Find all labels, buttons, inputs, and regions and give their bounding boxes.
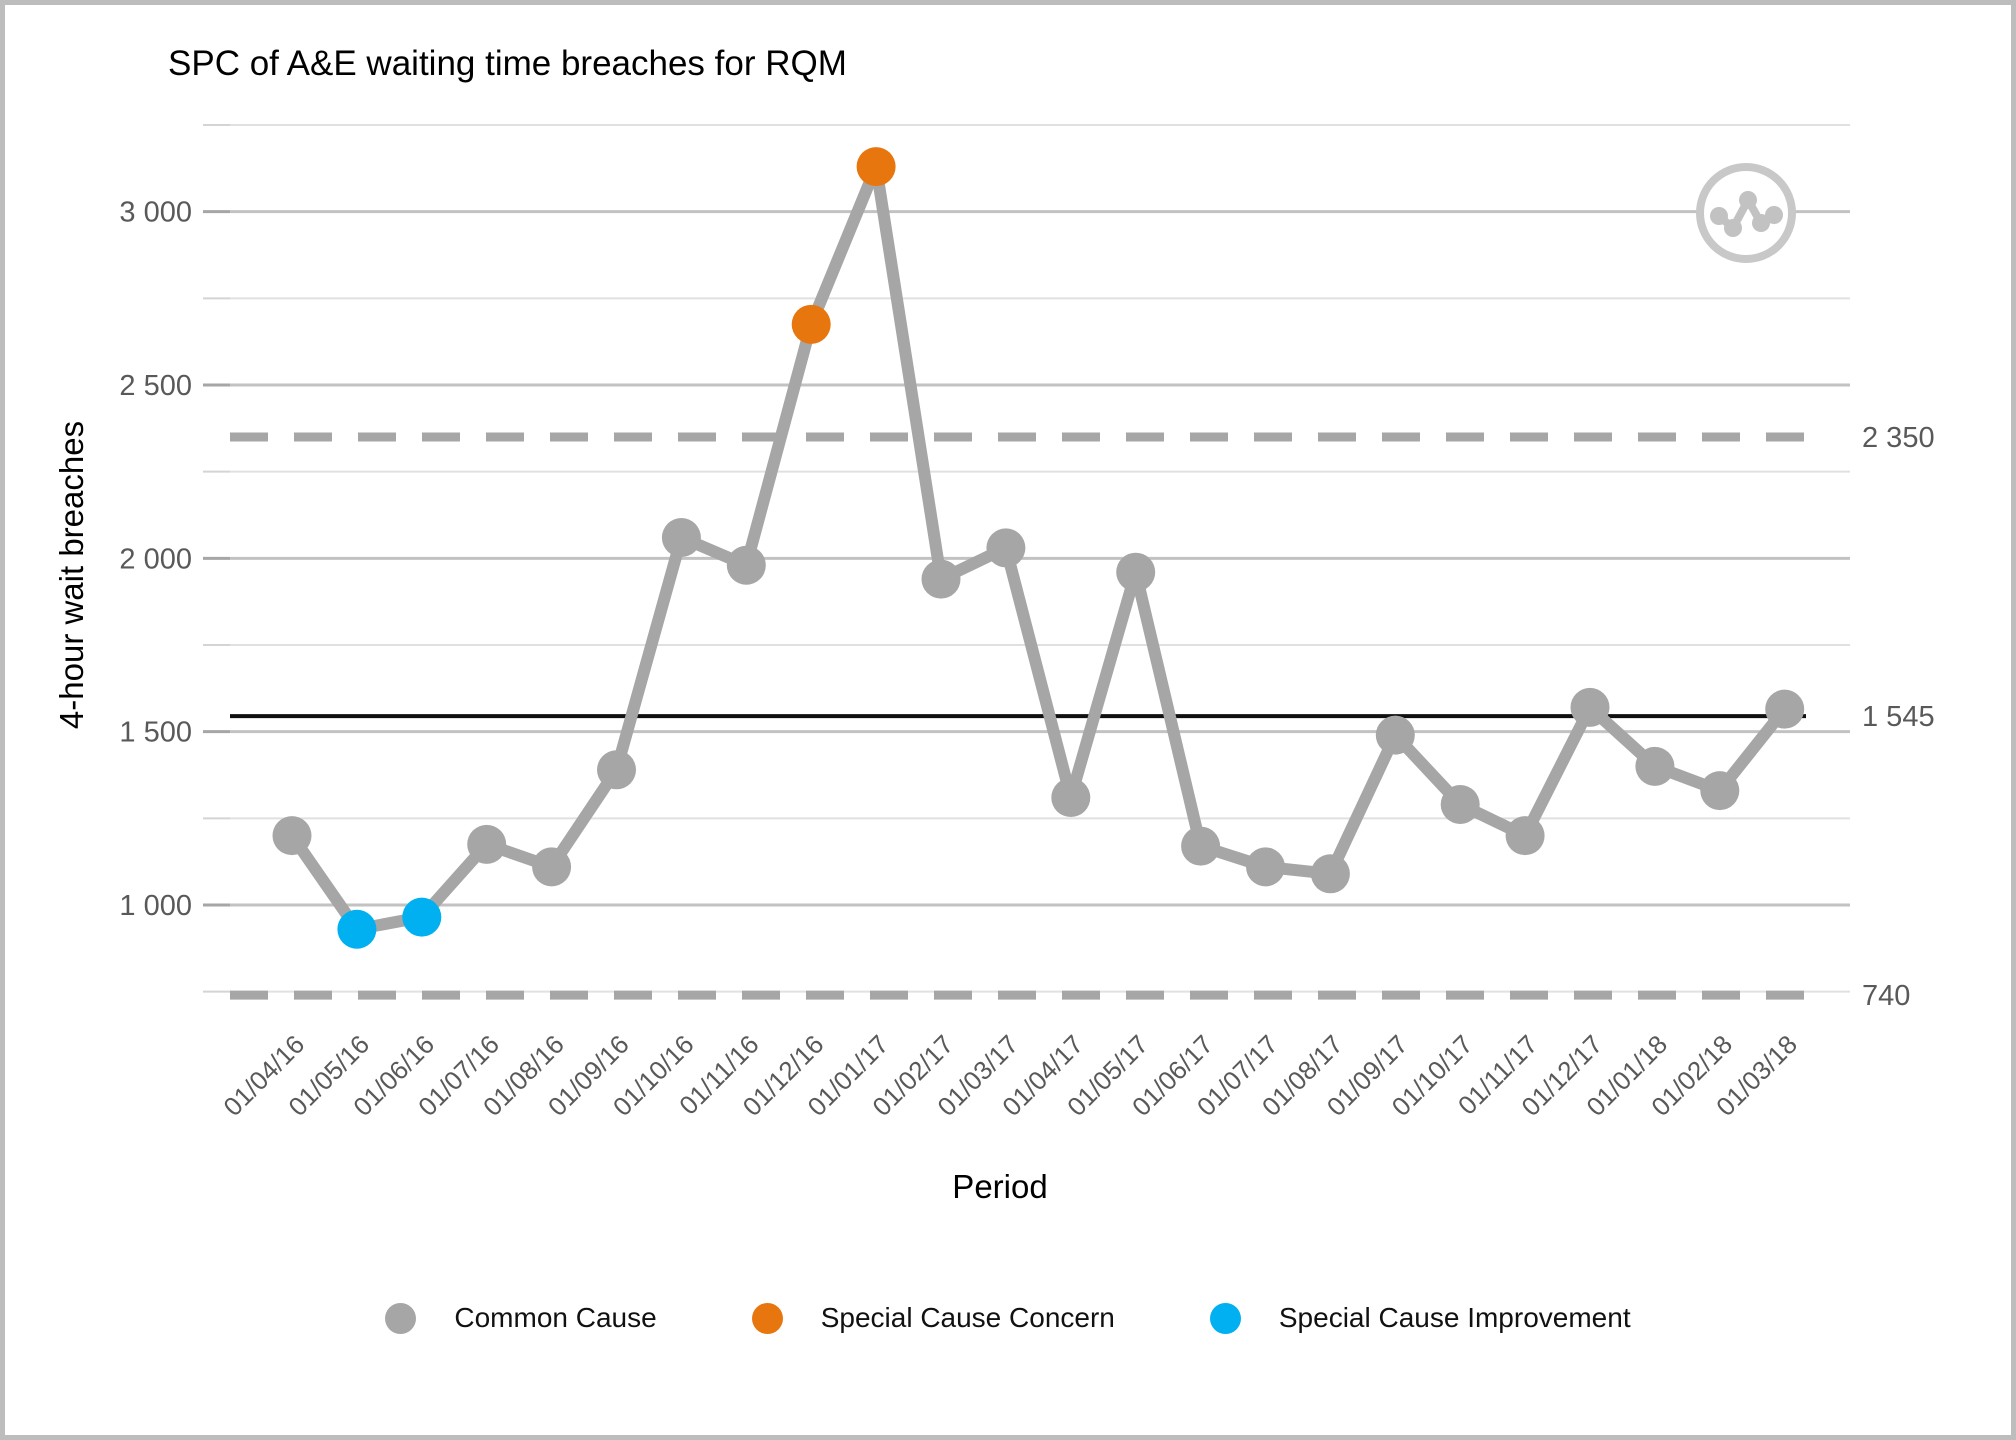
data-point-concern (791, 304, 831, 344)
y-tick-label: 1 000 (119, 890, 192, 922)
special-cause-improvement-dot-icon (1209, 1302, 1241, 1334)
spc-line-chart-icon-glyph-dot (1710, 207, 1728, 225)
y-tick-label: 2 000 (119, 543, 192, 575)
chart-legend: Common Cause Special Cause Concern Speci… (0, 1302, 2016, 1334)
legend-label-special-cause-improvement: Special Cause Improvement (1278, 1302, 1631, 1333)
data-point-common (661, 518, 701, 558)
data-point-common (986, 528, 1026, 568)
spc-line-chart-icon-glyph-dot (1724, 219, 1742, 237)
data-point-common (1505, 816, 1545, 856)
data-point-common (1116, 552, 1156, 592)
mean-label: 1 545 (1862, 701, 1935, 733)
common-cause-dot-icon (385, 1302, 417, 1334)
special-cause-concern-dot-icon (751, 1302, 783, 1334)
legend-item-common-cause: Common Cause (385, 1302, 657, 1334)
data-point-common (1051, 778, 1091, 818)
data-point-common (1310, 854, 1350, 894)
data-point-common (467, 824, 507, 864)
data-point-common (1765, 689, 1805, 729)
y-tick-label: 2 500 (119, 370, 192, 402)
legend-item-special-cause-improvement: Special Cause Improvement (1209, 1302, 1631, 1334)
data-point-common (532, 847, 572, 887)
data-point-common (597, 750, 636, 790)
data-point-improvement (402, 897, 442, 937)
data-point-common (726, 545, 766, 585)
upper-process-limit-label: 2 350 (1862, 422, 1935, 454)
legend-label-common-cause: Common Cause (454, 1302, 657, 1333)
data-point-common (1375, 715, 1415, 755)
data-point-improvement (337, 909, 377, 949)
spc-line-chart-icon-glyph-dot (1765, 206, 1783, 224)
y-tick-label: 3 000 (119, 197, 192, 229)
legend-label-special-cause-concern: Special Cause Concern (820, 1302, 1115, 1333)
x-axis-title: Period (952, 1168, 1048, 1205)
data-point-common (1700, 771, 1740, 811)
series-line (286, 160, 1791, 936)
data-point-common (1440, 784, 1480, 824)
spc-line-chart-icon (1696, 163, 1796, 263)
data-point-common (272, 816, 312, 856)
data-point-common (1181, 826, 1221, 866)
data-point-common (1570, 687, 1610, 727)
data-point-common (921, 559, 961, 599)
spc-line-chart-icon-glyph-dot (1739, 191, 1757, 209)
data-point-concern (856, 147, 896, 187)
legend-item-special-cause-concern: Special Cause Concern (751, 1302, 1115, 1334)
data-point-common (1635, 746, 1675, 786)
data-point-common (1246, 847, 1285, 887)
spc-line-chart-icon-glyph-dot (1752, 214, 1770, 232)
lower-process-limit-label: 740 (1862, 980, 1910, 1012)
chart-title: SPC of A&E waiting time breaches for RQM (168, 44, 847, 83)
y-tick-label: 1 500 (119, 717, 192, 749)
